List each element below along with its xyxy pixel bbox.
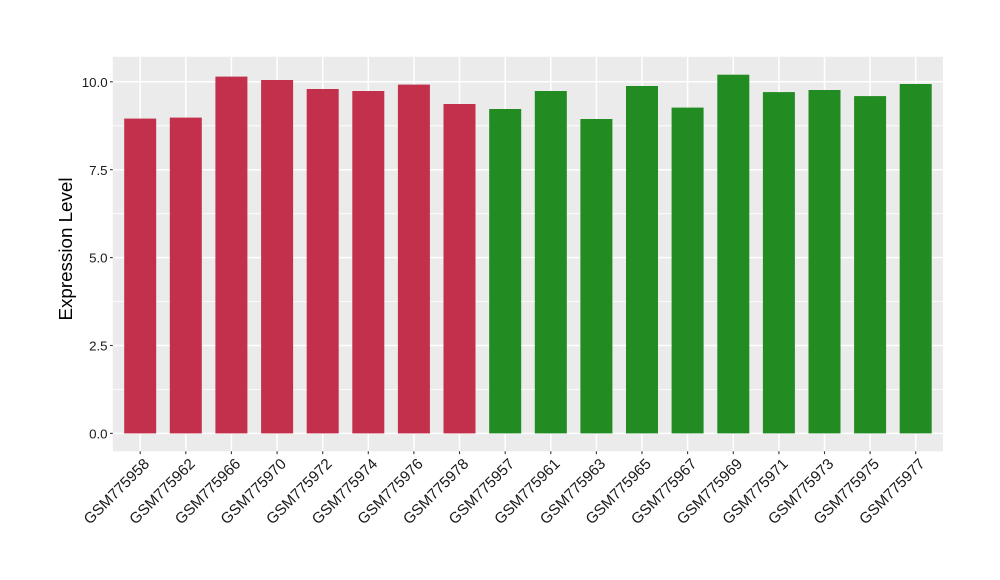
svg-text:2.5: 2.5: [89, 339, 108, 354]
svg-text:5.0: 5.0: [89, 251, 108, 266]
svg-text:Expression Level: Expression Level: [55, 177, 76, 320]
svg-text:10.0: 10.0: [82, 75, 108, 90]
svg-text:0.0: 0.0: [89, 427, 108, 442]
svg-text:7.5: 7.5: [89, 163, 108, 178]
